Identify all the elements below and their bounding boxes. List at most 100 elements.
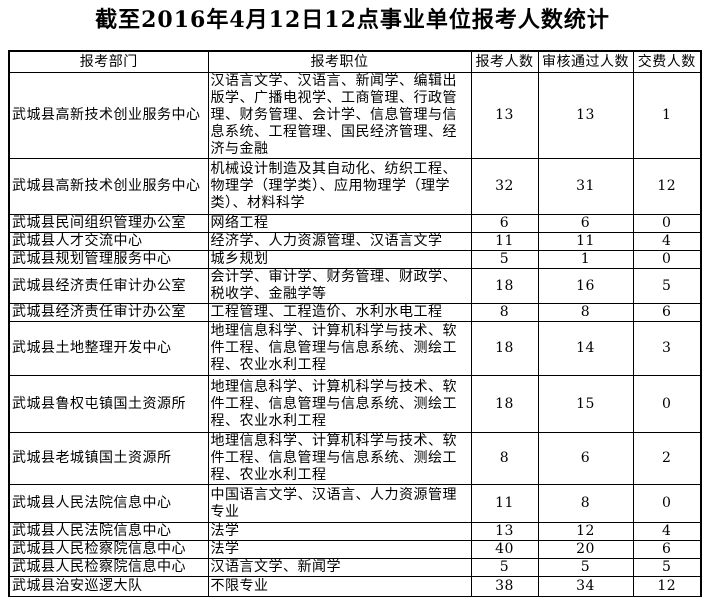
applicant-count-cell: 13 <box>470 522 539 541</box>
department-cell: 武城县经济责任审计办公室 <box>8 303 209 322</box>
applicant-count-cell: 6 <box>470 214 539 233</box>
position-cell: 法学 <box>207 522 472 541</box>
paid-count-cell: 4 <box>632 232 702 251</box>
approved-count-cell: 6 <box>537 214 634 233</box>
paid-count-cell: 5 <box>632 558 702 577</box>
position-cell: 法学 <box>207 540 472 559</box>
department-cell: 武城县人才交流中心 <box>8 232 209 251</box>
department-cell: 武城县经济责任审计办公室 <box>8 268 209 304</box>
department-cell: 武城县人民检察院信息中心 <box>8 540 209 559</box>
paid-count-cell: 0 <box>632 375 702 433</box>
approved-count-cell: 15 <box>537 375 634 433</box>
table-row: 武城县治安巡逻大队 不限专业 38 34 12 <box>8 576 702 597</box>
position-cell: 城乡规划 <box>207 250 472 269</box>
table-row: 武城县经济责任审计办公室 会计学、审计学、财务管理、财政学、税收学、金融学等 18 1… <box>8 268 702 304</box>
page-title: 截至2016年4月12日12点事业单位报考人数统计 <box>95 7 610 33</box>
paid-count-cell: 3 <box>632 321 702 376</box>
department-cell: 武城县人民法院信息中心 <box>8 522 209 541</box>
department-cell: 武城县土地整理开发中心 <box>8 321 209 376</box>
applicant-count-cell: 11 <box>470 484 539 523</box>
paid-count-cell: 0 <box>632 214 702 233</box>
header-applicant-count: 报考人数 <box>470 50 539 73</box>
approved-count-cell: 14 <box>537 321 634 376</box>
approved-count-cell: 16 <box>537 268 634 304</box>
applicant-count-cell: 13 <box>470 72 539 159</box>
applicant-count-cell: 18 <box>470 268 539 304</box>
position-cell: 不限专业 <box>207 576 472 597</box>
table-row: 武城县人民法院信息中心 中国语言文学、汉语言、人力资源管理专业 11 8 0 <box>8 484 702 523</box>
approved-count-cell: 8 <box>537 303 634 322</box>
department-cell: 武城县治安巡逻大队 <box>8 576 209 597</box>
approved-count-cell: 11 <box>537 232 634 251</box>
applicant-count-cell: 8 <box>470 303 539 322</box>
position-cell: 汉语言文学、新闻学 <box>207 558 472 577</box>
paid-count-cell: 0 <box>632 484 702 523</box>
approved-count-cell: 8 <box>537 484 634 523</box>
table-row: 武城县土地整理开发中心 地理信息科学、计算机科学与技术、软件工程、信息管理与信息系… <box>8 321 702 376</box>
position-cell: 汉语言文学、汉语言、新闻学、编辑出版学、广播电视学、工商管理、行政管理、财务管理… <box>207 72 472 159</box>
table-row: 武城县高新技术创业服务中心 汉语言文学、汉语言、新闻学、编辑出版学、广播电视学、工… <box>8 72 702 159</box>
paid-count-cell: 6 <box>632 303 702 322</box>
paid-count-cell: 1 <box>632 72 702 159</box>
applicant-count-cell: 18 <box>470 321 539 376</box>
header-approved-count: 审核通过人数 <box>537 50 634 73</box>
header-position: 报考职位 <box>207 50 472 73</box>
position-cell: 会计学、审计学、财务管理、财政学、税收学、金融学等 <box>207 268 472 304</box>
department-cell: 武城县高新技术创业服务中心 <box>8 158 209 215</box>
department-cell: 武城县高新技术创业服务中心 <box>8 72 209 159</box>
approved-count-cell: 5 <box>537 558 634 577</box>
applicant-count-cell: 32 <box>470 158 539 215</box>
approved-count-cell: 34 <box>537 576 634 597</box>
position-cell: 网络工程 <box>207 214 472 233</box>
paid-count-cell: 12 <box>632 158 702 215</box>
position-cell: 中国语言文学、汉语言、人力资源管理专业 <box>207 484 472 523</box>
position-cell: 工程管理、工程造价、水利水电工程 <box>207 303 472 322</box>
table-row: 武城县人民法院信息中心 法学 13 12 4 <box>8 522 702 541</box>
header-department: 报考部门 <box>8 50 209 73</box>
table-header: 报考部门 报考职位 报考人数 审核通过人数 交费人数 <box>8 50 702 73</box>
table-row: 武城县经济责任审计办公室 工程管理、工程造价、水利水电工程 8 8 6 <box>8 303 702 322</box>
approved-count-cell: 1 <box>537 250 634 269</box>
position-cell: 地理信息科学、计算机科学与技术、软件工程、信息管理与信息系统、测绘工程、农业水利… <box>207 432 472 485</box>
position-cell: 经济学、人力资源管理、汉语言文学 <box>207 232 472 251</box>
approved-count-cell: 20 <box>537 540 634 559</box>
stats-table: 报考部门 报考职位 报考人数 审核通过人数 交费人数 武城县高新技术创业服务中心… <box>8 50 702 597</box>
department-cell: 武城县人民法院信息中心 <box>8 484 209 523</box>
approved-count-cell: 13 <box>537 72 634 159</box>
approved-count-cell: 6 <box>537 432 634 485</box>
table-row: 武城县人才交流中心 经济学、人力资源管理、汉语言文学 11 11 4 <box>8 232 702 251</box>
applicant-count-cell: 5 <box>470 558 539 577</box>
department-cell: 武城县老城镇国土资源所 <box>8 432 209 485</box>
table-row: 武城县高新技术创业服务中心 机械设计制造及其自动化、纺织工程、物理学（理学类）、应… <box>8 158 702 215</box>
department-cell: 武城县规划管理服务中心 <box>8 250 209 269</box>
position-cell: 机械设计制造及其自动化、纺织工程、物理学（理学类）、应用物理学（理学类）、材料科… <box>207 158 472 215</box>
paid-count-cell: 5 <box>632 268 702 304</box>
paid-count-cell: 0 <box>632 250 702 269</box>
paid-count-cell: 4 <box>632 522 702 541</box>
department-cell: 武城县人民检察院信息中心 <box>8 558 209 577</box>
applicant-count-cell: 40 <box>470 540 539 559</box>
header-paid-count: 交费人数 <box>632 50 702 73</box>
applicant-count-cell: 18 <box>470 375 539 433</box>
table-row: 武城县人民检察院信息中心 法学 40 20 6 <box>8 540 702 559</box>
approved-count-cell: 31 <box>537 158 634 215</box>
paid-count-cell: 6 <box>632 540 702 559</box>
approved-count-cell: 12 <box>537 522 634 541</box>
paid-count-cell: 12 <box>632 576 702 597</box>
header-row: 报考部门 报考职位 报考人数 审核通过人数 交费人数 <box>8 50 702 73</box>
table-row: 武城县规划管理服务中心 城乡规划 5 1 0 <box>8 250 702 269</box>
table-row: 武城县鲁权屯镇国土资源所 地理信息科学、计算机科学与技术、软件工程、信息管理与信息… <box>8 375 702 433</box>
applicant-count-cell: 8 <box>470 432 539 485</box>
applicant-count-cell: 38 <box>470 576 539 597</box>
department-cell: 武城县鲁权屯镇国土资源所 <box>8 375 209 433</box>
table-body: 武城县高新技术创业服务中心 汉语言文学、汉语言、新闻学、编辑出版学、广播电视学、工… <box>8 72 702 597</box>
table-row: 武城县老城镇国土资源所 地理信息科学、计算机科学与技术、软件工程、信息管理与信息系… <box>8 432 702 485</box>
table-row: 武城县人民检察院信息中心 汉语言文学、新闻学 5 5 5 <box>8 558 702 577</box>
applicant-count-cell: 5 <box>470 250 539 269</box>
applicant-count-cell: 11 <box>470 232 539 251</box>
paid-count-cell: 2 <box>632 432 702 485</box>
position-cell: 地理信息科学、计算机科学与技术、软件工程、信息管理与信息系统、测绘工程、农业水利… <box>207 375 472 433</box>
department-cell: 武城县民间组织管理办公室 <box>8 214 209 233</box>
table-row: 武城县民间组织管理办公室 网络工程 6 6 0 <box>8 214 702 233</box>
